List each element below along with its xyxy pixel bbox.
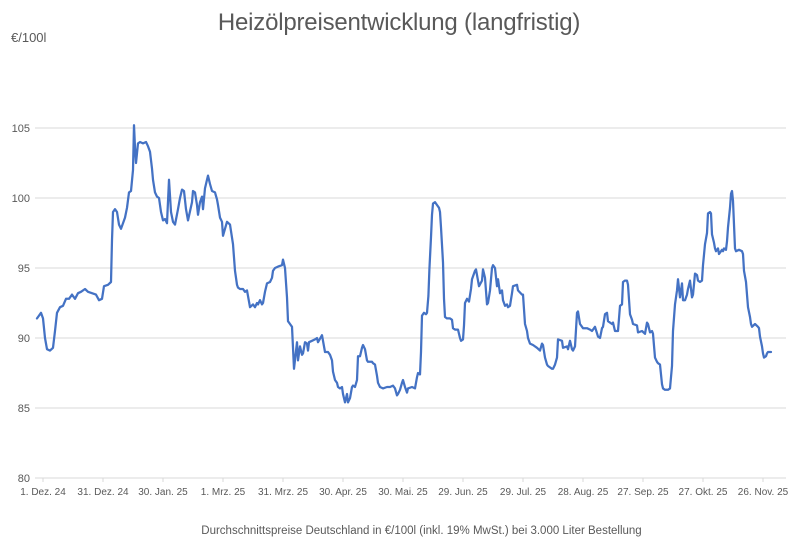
x-axis-tick-label: 31. Dez. 24 bbox=[77, 487, 129, 498]
x-axis-tick-label: 27. Okt. 25 bbox=[679, 487, 728, 498]
chart-title: Heizölpreisentwicklung (langfristig) bbox=[217, 9, 581, 36]
x-axis-tick-label: 1. Mrz. 25 bbox=[201, 487, 246, 498]
y-axis-tick-label: 85 bbox=[18, 403, 30, 415]
price-series-line bbox=[35, 124, 773, 404]
x-axis-tick-label: 30. Jan. 25 bbox=[138, 487, 188, 498]
y-axis-tick-label: 95 bbox=[18, 263, 30, 275]
x-axis-tick-label: 29. Jun. 25 bbox=[438, 487, 488, 498]
x-axis-tick-label: 27. Sep. 25 bbox=[617, 487, 669, 498]
y-axis-tick-label: 90 bbox=[18, 333, 30, 345]
x-axis-tick-label: 1. Dez. 24 bbox=[20, 487, 66, 498]
y-axis-tick-label: 100 bbox=[12, 193, 30, 205]
x-axis-tick-label: 30. Mai. 25 bbox=[378, 487, 428, 498]
x-axis-tick-label: 30. Apr. 25 bbox=[319, 487, 367, 498]
chart-footnote: Durchschnittspreise Deutschland in €/100… bbox=[201, 525, 642, 537]
x-axis-tick-label: 29. Jul. 25 bbox=[500, 487, 547, 498]
y-axis-unit-label: €/100l bbox=[11, 30, 47, 45]
x-axis-tick-label: 28. Aug. 25 bbox=[558, 487, 609, 498]
y-axis-tick-label: 80 bbox=[18, 473, 30, 485]
x-axis-tick-label: 26. Nov. 25 bbox=[738, 487, 789, 498]
x-axis-tick-label: 31. Mrz. 25 bbox=[258, 487, 308, 498]
y-axis-tick-label: 105 bbox=[12, 123, 30, 135]
